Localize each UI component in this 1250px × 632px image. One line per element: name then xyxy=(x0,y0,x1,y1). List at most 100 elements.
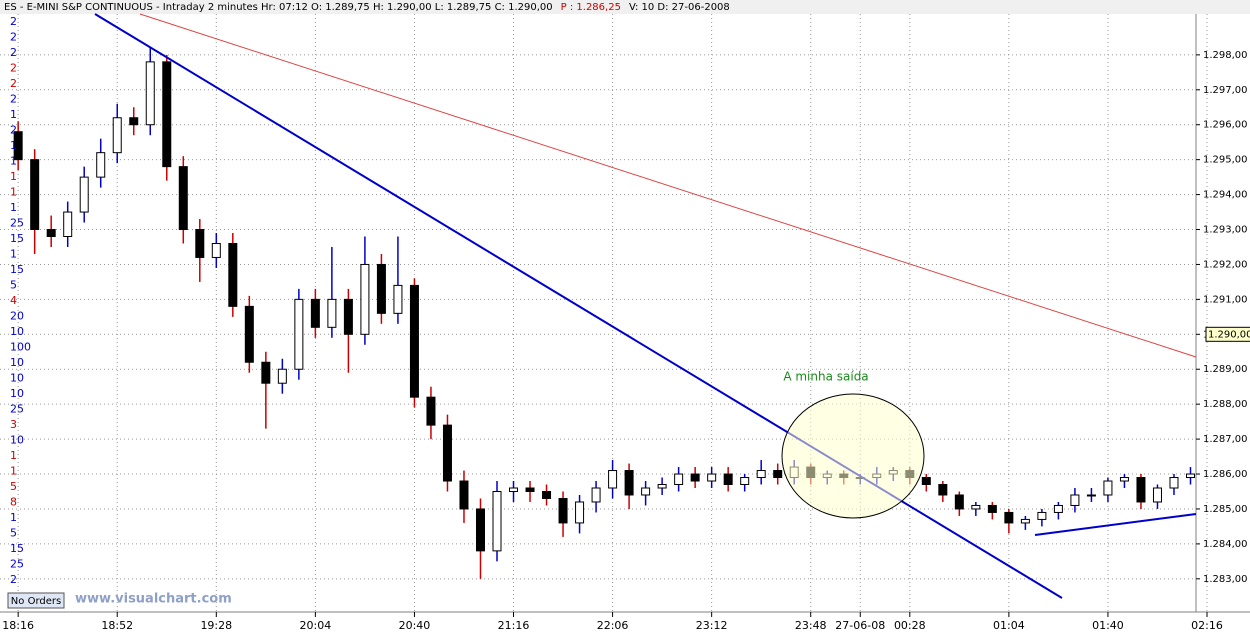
x-tick-label: 19:28 xyxy=(200,619,232,632)
candle-body xyxy=(79,176,89,213)
y-tick-label: 1.292,00 xyxy=(1203,259,1248,270)
volume-label: 20 xyxy=(10,310,24,323)
candle-body xyxy=(740,477,750,486)
header-bar xyxy=(0,0,1250,14)
volume-label: 2 xyxy=(10,93,17,106)
annotation: A minha saída xyxy=(783,370,868,384)
volume-label: 25 xyxy=(10,217,24,230)
candle-body xyxy=(657,484,667,489)
y-tick-label: 1.296,00 xyxy=(1203,120,1248,131)
volume-label: 1 xyxy=(10,465,17,478)
volume-label: 2 xyxy=(10,31,17,44)
volume-label: 10 xyxy=(10,434,24,447)
volume-label: 10 xyxy=(10,387,24,400)
candle-body xyxy=(1004,511,1014,524)
candle-body xyxy=(1020,518,1030,524)
candle-body xyxy=(1086,494,1096,497)
candle-body xyxy=(525,487,535,492)
volume-label: 1 xyxy=(10,186,17,199)
x-tick-label: 27-06-08 xyxy=(835,619,885,632)
x-tick-label: 22:06 xyxy=(597,619,629,632)
candle-body xyxy=(426,396,436,426)
candle-body xyxy=(1119,477,1129,482)
candle-body xyxy=(442,424,452,482)
last-price-box xyxy=(1205,326,1250,342)
candle-body xyxy=(195,229,205,258)
x-tick-label: 18:52 xyxy=(101,619,133,632)
candle-body xyxy=(558,497,568,524)
candle-body xyxy=(46,229,56,238)
candle-body xyxy=(591,487,601,503)
y-tick-label: 1.286,00 xyxy=(1203,469,1248,480)
candle-body xyxy=(674,473,684,486)
volume-label: 1 xyxy=(10,248,17,261)
candle-body xyxy=(459,480,469,510)
volume-label: 10 xyxy=(10,372,24,385)
y-tick-label: 1.287,00 xyxy=(1203,434,1248,445)
x-tick-label: 00:28 xyxy=(894,619,926,632)
no-orders-button[interactable] xyxy=(7,592,65,609)
candle-body xyxy=(707,473,717,482)
candle-body xyxy=(13,131,23,161)
header-part: P : 1.286,25 xyxy=(561,2,621,13)
candle-body xyxy=(921,477,931,486)
candle-body xyxy=(63,211,73,238)
candle-body xyxy=(1103,480,1113,496)
x-tick-label: 20:40 xyxy=(399,619,431,632)
volume-label: 1 xyxy=(10,511,17,524)
candle-body xyxy=(475,508,485,552)
candle-body xyxy=(1037,511,1047,520)
candle-body xyxy=(294,298,304,370)
candle-body xyxy=(228,242,238,307)
volume-label: 15 xyxy=(10,263,24,276)
candle-body xyxy=(211,242,221,258)
candle-body xyxy=(244,305,254,363)
candle-body xyxy=(608,470,618,489)
candle-body xyxy=(492,490,502,552)
y-tick-label: 1.285,00 xyxy=(1203,504,1248,515)
volume-label: 5 xyxy=(10,527,17,540)
y-tick-label: 1.298,00 xyxy=(1203,50,1248,61)
volume-label: 100 xyxy=(10,341,31,354)
candle-body xyxy=(1185,473,1195,479)
volume-label: 25 xyxy=(10,403,24,416)
trend-line xyxy=(139,13,1197,358)
y-tick-label: 1.291,00 xyxy=(1203,294,1248,305)
candle-body xyxy=(277,368,287,384)
volume-label: 2 xyxy=(10,77,17,90)
highlight-ellipse xyxy=(781,393,925,519)
volume-label: 10 xyxy=(10,325,24,338)
y-tick-label: 1.294,00 xyxy=(1203,190,1248,201)
candle-body xyxy=(1136,477,1146,503)
header: ES - E-MINI S&P CONTINUOUS - Intraday 2 … xyxy=(4,2,730,13)
last-price-label: 1.290,00 xyxy=(1208,329,1250,340)
candle-body xyxy=(723,473,733,486)
candle-body xyxy=(1070,494,1080,506)
candle-body xyxy=(261,361,271,384)
x-tick-label: 18:16 xyxy=(2,619,34,632)
candle-body xyxy=(542,490,552,499)
watermark: www.visualchart.com xyxy=(75,592,232,607)
candle-body xyxy=(575,501,585,524)
no-orders-label[interactable]: No Orders xyxy=(11,596,61,607)
candle-body xyxy=(641,487,651,496)
volume-label: 8 xyxy=(10,496,17,509)
volume-label: 2 xyxy=(10,15,17,28)
volume-label: 2 xyxy=(10,573,17,586)
candle-body xyxy=(145,61,155,126)
volume-label: 1 xyxy=(10,449,17,462)
x-tick-label: 23:48 xyxy=(795,619,827,632)
y-tick-label: 1.288,00 xyxy=(1203,399,1248,410)
candle-body xyxy=(756,470,766,479)
volume-label: 1 xyxy=(10,155,17,168)
candle-body xyxy=(1152,487,1162,503)
y-tick-label: 1.284,00 xyxy=(1203,539,1248,550)
x-tick-label: 21:16 xyxy=(498,619,530,632)
volume-label: 4 xyxy=(10,294,17,307)
candle-body xyxy=(96,152,106,178)
candle-body xyxy=(30,159,40,231)
candle-body xyxy=(310,298,320,328)
volume-label: 3 xyxy=(10,418,17,431)
